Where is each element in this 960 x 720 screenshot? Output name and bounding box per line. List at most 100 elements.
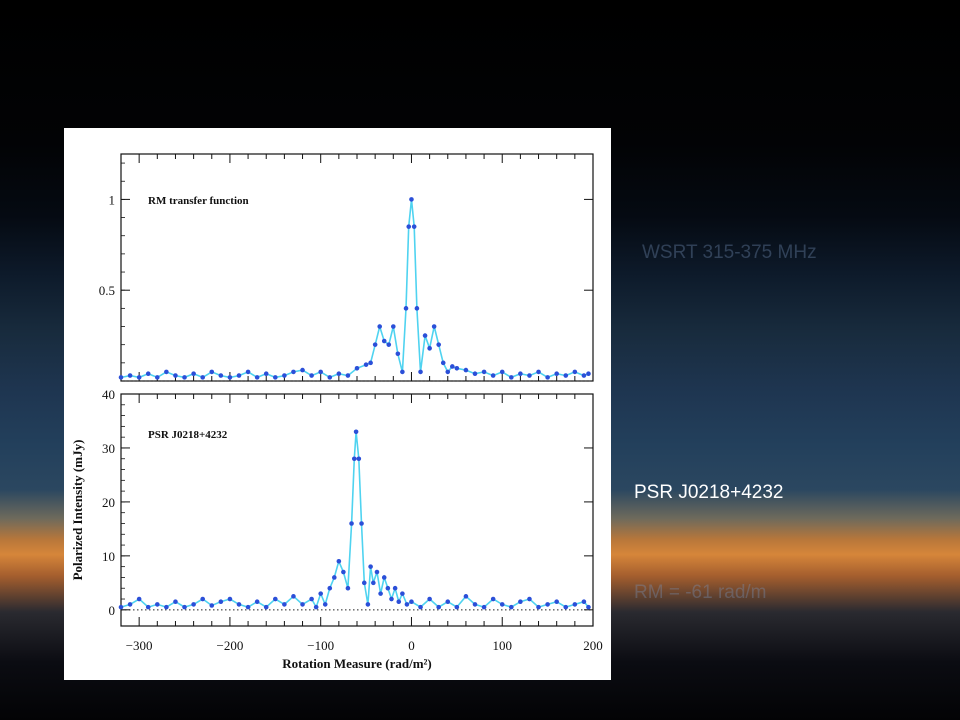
x-tick-label: −300 <box>126 638 153 653</box>
data-point-bottom <box>518 599 523 605</box>
data-point-top <box>291 369 296 375</box>
data-point-bottom <box>381 575 387 580</box>
data-point-bottom <box>332 575 337 580</box>
data-point-bottom <box>245 604 251 610</box>
data-point-bottom <box>586 604 591 610</box>
data-point-bottom <box>118 604 124 610</box>
data-point-bottom <box>322 602 328 607</box>
x-tick-label: 0 <box>408 638 415 653</box>
data-point-top <box>472 371 478 377</box>
data-point-bottom <box>254 599 260 605</box>
data-point-top <box>218 373 224 378</box>
data-point-bottom <box>409 599 414 605</box>
data-point-bottom <box>341 569 346 575</box>
data-point-top <box>300 367 305 373</box>
data-point-top <box>572 369 578 375</box>
pulsar-name-label: PSR J0218+4232 <box>634 482 784 503</box>
x-tick-label: −100 <box>307 638 334 653</box>
data-point-bottom <box>472 602 478 607</box>
data-point-top <box>164 369 169 375</box>
figure-svg: 0.5 1 RM transfer function 0 10 20 30 40 PSR J02… <box>70 153 603 671</box>
data-point-top <box>191 371 196 377</box>
data-point-top <box>273 375 278 380</box>
data-point-top <box>440 360 446 366</box>
data-point-bottom <box>359 521 364 526</box>
data-point-bottom <box>145 604 151 610</box>
data-point-bottom <box>563 604 569 610</box>
data-point-top <box>554 371 559 377</box>
data-point-bottom <box>336 558 342 564</box>
data-point-top <box>450 364 455 369</box>
data-point-top <box>363 362 369 367</box>
data-point-bottom <box>396 599 402 605</box>
data-point-bottom <box>361 580 367 586</box>
data-point-top <box>209 369 215 375</box>
data-point-bottom <box>404 602 410 607</box>
data-point-top <box>263 371 269 377</box>
data-point-bottom <box>527 596 532 602</box>
data-point-bottom <box>436 604 441 610</box>
figure-panel: 0.5 1 RM transfer function 0 10 20 30 40 PSR J02… <box>64 128 611 680</box>
data-point-top <box>563 373 569 378</box>
data-point-bottom <box>545 602 550 607</box>
data-point-bottom <box>173 599 178 605</box>
data-point-bottom <box>209 603 215 608</box>
data-point-top <box>481 369 487 375</box>
data-point-bottom <box>400 591 405 596</box>
data-point-top <box>173 373 178 378</box>
data-point-top <box>406 224 412 229</box>
data-point-top <box>236 373 242 378</box>
data-point-bottom <box>581 599 587 605</box>
data-point-bottom <box>454 604 460 610</box>
data-point-bottom <box>365 602 371 607</box>
data-point-top <box>509 375 514 380</box>
data-point-top <box>377 324 382 329</box>
y-tick-label-bottom: 20 <box>102 495 115 510</box>
data-point-top <box>354 365 360 371</box>
data-point-bottom <box>389 596 394 602</box>
data-point-top <box>418 369 423 375</box>
data-point-top <box>403 306 409 311</box>
data-point-top <box>395 351 401 357</box>
data-point-top <box>445 369 451 375</box>
data-point-bottom <box>191 602 196 607</box>
data-point-top <box>386 342 392 347</box>
data-point-bottom <box>345 585 351 591</box>
data-point-bottom <box>273 596 278 602</box>
data-point-bottom <box>200 596 205 602</box>
x-tick-label: −200 <box>217 638 244 653</box>
data-point-bottom <box>368 564 373 569</box>
data-point-top <box>490 373 496 378</box>
data-point-top <box>436 342 441 347</box>
data-point-top <box>327 375 333 380</box>
data-point-bottom <box>392 585 398 591</box>
data-point-top <box>372 342 378 347</box>
data-point-top <box>127 373 133 378</box>
data-point-top <box>245 369 251 375</box>
data-point-top <box>318 369 323 375</box>
data-point-bottom <box>318 591 323 596</box>
data-point-top <box>200 375 205 380</box>
data-point-bottom <box>499 602 505 607</box>
data-point-bottom <box>291 594 296 599</box>
data-point-bottom <box>554 599 559 605</box>
data-point-bottom <box>136 596 142 602</box>
data-point-bottom <box>509 604 514 610</box>
data-point-bottom <box>481 604 487 610</box>
series-line-top <box>120 199 589 379</box>
data-point-top <box>431 324 437 329</box>
x-tick-label: 200 <box>583 638 603 653</box>
data-point-bottom <box>349 521 354 526</box>
data-point-top <box>381 338 387 344</box>
data-point-bottom <box>182 604 187 610</box>
data-point-bottom <box>313 604 319 610</box>
data-point-top <box>368 360 373 366</box>
data-point-top <box>454 365 460 371</box>
data-point-top <box>282 373 287 378</box>
panel-annotation-top: RM transfer function <box>148 195 249 207</box>
y-axis-label: Polarized Intensity (mJy) <box>70 440 85 581</box>
data-point-top <box>182 375 187 380</box>
y-tick-label-bottom: 10 <box>102 549 115 564</box>
data-point-top <box>536 369 541 375</box>
plot-frame-top <box>120 153 594 382</box>
